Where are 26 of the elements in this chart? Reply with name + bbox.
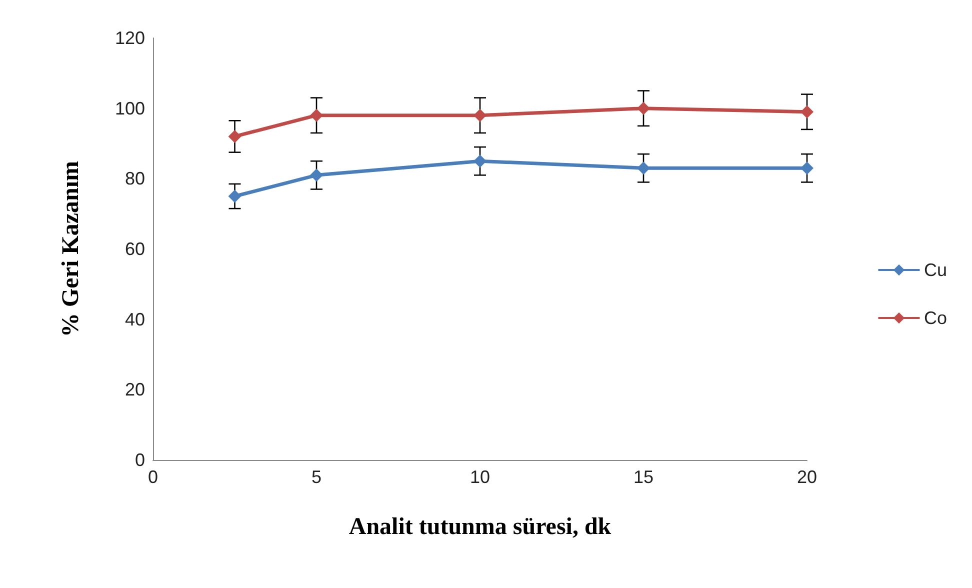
point (800, 162, 814, 175)
point (228, 190, 242, 203)
point (474, 108, 486, 122)
y-axis-title: % Geri Kazanım (58, 161, 84, 337)
point (310, 108, 323, 122)
x-tick-label: 5 (311, 467, 322, 487)
y-tick-label: 80 (124, 168, 145, 189)
y-tick-label: 0 (134, 450, 145, 470)
x-tick-label: 15 (633, 467, 654, 487)
point (637, 102, 650, 115)
y-tick-label: 100 (114, 98, 145, 118)
legend-label: Cu (924, 260, 948, 280)
y-tick-label: 60 (124, 239, 145, 259)
y-tick-label: 40 (124, 309, 145, 330)
y-tick-label: 20 (124, 380, 145, 400)
point (800, 105, 814, 118)
point (228, 130, 242, 143)
point (310, 168, 323, 182)
x-tick-label: 10 (470, 467, 490, 487)
x-tick-label: 0 (148, 467, 158, 487)
y-tick-label: 120 (114, 28, 145, 48)
x-tick-label: 20 (796, 467, 818, 487)
point (474, 154, 486, 168)
legend-label: Co (924, 308, 948, 328)
point (637, 162, 650, 175)
x-axis-title: Analit tutunma süresi, dk (348, 514, 612, 540)
